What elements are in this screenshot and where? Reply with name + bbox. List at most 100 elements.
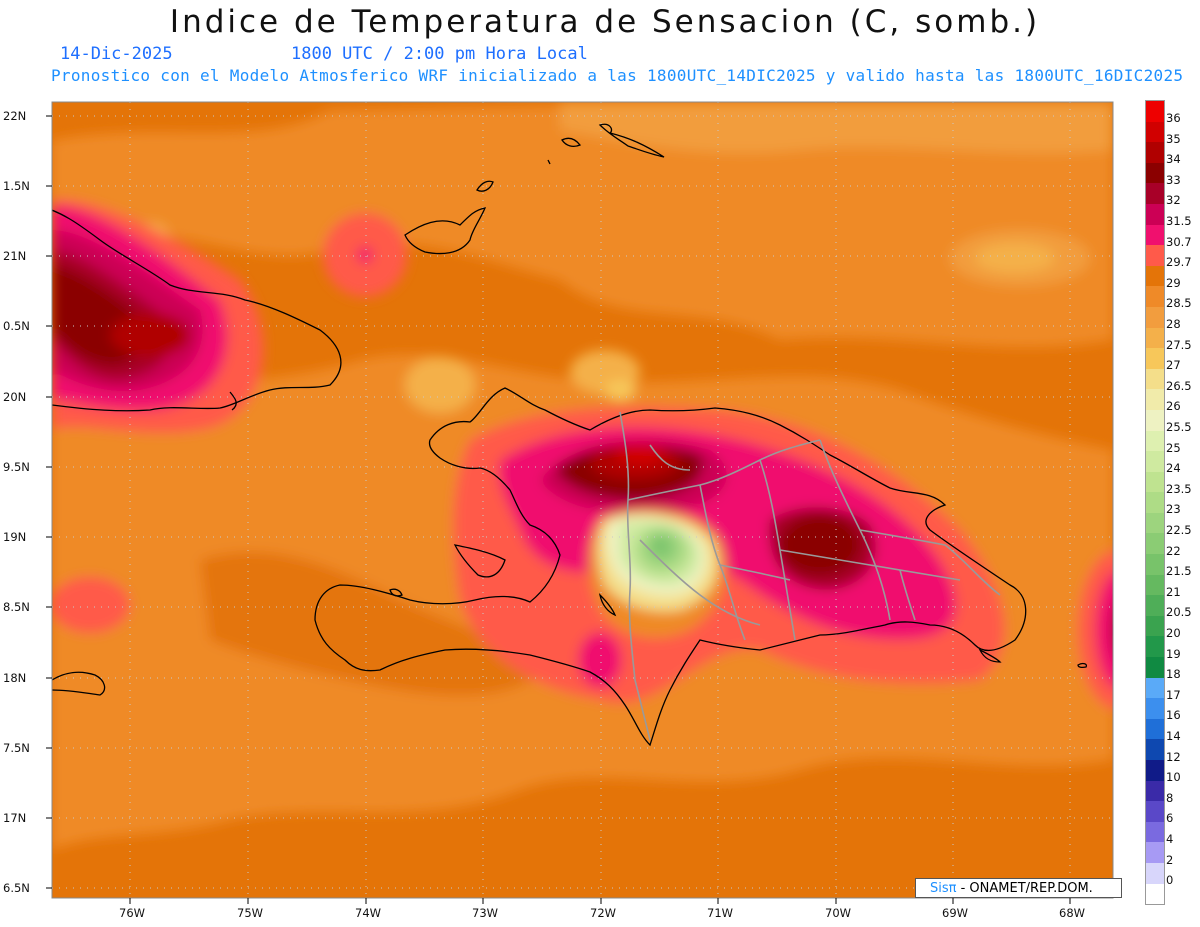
color-swatch: [1146, 636, 1164, 658]
color-swatch: [1146, 286, 1164, 307]
plot-frame: [51, 101, 1114, 899]
color-swatch: [1146, 203, 1164, 225]
credit-text: - ONAMET/REP.DOM.: [956, 881, 1093, 896]
color-swatch: [1146, 368, 1164, 390]
chart-title: Indice de Temperatura de Sensacion (C, s…: [169, 4, 1041, 40]
lat-label: 18N: [3, 671, 27, 685]
color-swatch: [1146, 677, 1164, 699]
color-swatch: [1146, 615, 1164, 637]
color-swatch: [1146, 348, 1164, 369]
color-scale-label: 31.5: [1166, 214, 1192, 228]
color-swatch: [1146, 760, 1164, 781]
lat-label: 19N: [3, 530, 27, 544]
color-scale-label: 26: [1166, 399, 1181, 414]
color-scale-label: 8: [1166, 790, 1174, 805]
color-scale-label: 36: [1166, 111, 1181, 125]
color-scale-label: 29: [1166, 275, 1181, 290]
color-swatch: [1146, 512, 1164, 534]
lat-label: 21N: [3, 249, 27, 263]
color-scale-label: 22: [1166, 543, 1181, 558]
color-scale-label: 32: [1166, 193, 1181, 208]
color-swatch: [1146, 121, 1164, 143]
axis-ticks: [46, 115, 1071, 904]
color-swatch: [1146, 471, 1164, 493]
color-swatch: [1146, 101, 1164, 122]
color-scale-label: 17: [1166, 687, 1181, 702]
color-swatch: [1146, 698, 1164, 719]
color-swatch: [1146, 224, 1164, 246]
forecast-date: 14-Dic-2025: [60, 44, 173, 64]
color-scale-label: 12: [1166, 749, 1181, 764]
color-swatch: [1146, 306, 1164, 328]
color-scale-label: 26.5: [1166, 378, 1192, 393]
color-scale-label: 20.5: [1166, 605, 1192, 620]
color-swatch: [1146, 451, 1164, 472]
color-scale-label: 14: [1166, 729, 1181, 743]
color-scale-label: 20: [1166, 626, 1181, 640]
lat-label: 20N: [3, 390, 27, 404]
forecast-time: 1800 UTC / 2:00 pm Hora Local: [291, 44, 588, 64]
color-scale-label: 2: [1166, 852, 1174, 867]
color-scale-label: 25.5: [1166, 420, 1192, 434]
color-swatch: [1146, 780, 1164, 802]
color-scale-label: 27: [1166, 358, 1181, 373]
color-scale-label: 27.5: [1166, 337, 1192, 352]
forecast-description: Pronostico con el Modelo Atmosferico WRF…: [51, 66, 1184, 85]
lon-label: 75W: [237, 906, 264, 920]
lat-label: 22N: [3, 109, 27, 123]
color-scale-label: 21: [1166, 584, 1181, 599]
color-swatch: [1146, 389, 1164, 410]
color-swatch: [1146, 533, 1164, 555]
color-swatch: [1146, 183, 1164, 204]
credit-box: Sisπ - ONAMET/REP.DOM.: [915, 878, 1122, 898]
color-scale-label: 22.5: [1166, 523, 1192, 537]
color-scale-label: 10: [1166, 770, 1181, 785]
color-scale-label: 29.7: [1166, 255, 1192, 270]
color-scale-label: 28.5: [1166, 296, 1192, 311]
color-swatch: [1146, 801, 1164, 822]
color-scale-label: 30.7: [1166, 234, 1192, 249]
lat-label: 9.5N: [3, 460, 30, 474]
color-swatch: [1146, 409, 1164, 431]
color-scale-label: 25: [1166, 440, 1181, 455]
color-swatch: [1146, 739, 1164, 760]
lon-label: 76W: [119, 906, 146, 920]
lat-label: 8.5N: [3, 600, 30, 614]
color-scale-label: 35: [1166, 131, 1181, 146]
lon-label: 72W: [590, 906, 617, 920]
temperature-field: [52, 102, 1113, 898]
lat-label: 1.5N: [3, 179, 30, 193]
lon-label: 70W: [825, 906, 852, 920]
color-swatch: [1146, 554, 1164, 575]
color-scale-label: 34: [1166, 152, 1181, 167]
color-swatch: [1146, 862, 1164, 884]
color-swatch: [1146, 162, 1164, 184]
color-swatch: [1146, 327, 1164, 349]
color-swatch: [1146, 492, 1164, 513]
color-scale: [1145, 100, 1165, 906]
color-swatch: [1146, 883, 1164, 905]
color-scale-label: 23.5: [1166, 481, 1192, 496]
color-scale-label: 28: [1166, 317, 1181, 331]
color-scale-label: 19: [1166, 646, 1181, 661]
coastlines: [52, 123, 1088, 747]
color-swatch: [1146, 265, 1164, 287]
color-swatch: [1146, 657, 1164, 678]
color-swatch: [1146, 595, 1164, 616]
color-scale-label: 4: [1166, 832, 1174, 846]
lat-label: 0.5N: [3, 319, 30, 333]
color-swatch: [1146, 430, 1164, 452]
color-scale-label: 18: [1166, 667, 1181, 682]
color-scale-label: 23: [1166, 502, 1181, 517]
color-swatch: [1146, 718, 1164, 740]
color-scale-label: 21.5: [1166, 564, 1192, 579]
lon-label: 73W: [472, 906, 499, 920]
lon-label: 69W: [942, 906, 969, 920]
color-scale-label: 6: [1166, 811, 1174, 826]
color-swatch: [1146, 574, 1164, 596]
color-scale-label: 33: [1166, 172, 1181, 187]
color-swatch: [1146, 821, 1164, 843]
color-scale-label: 0: [1166, 873, 1174, 888]
color-swatch: [1146, 142, 1164, 163]
